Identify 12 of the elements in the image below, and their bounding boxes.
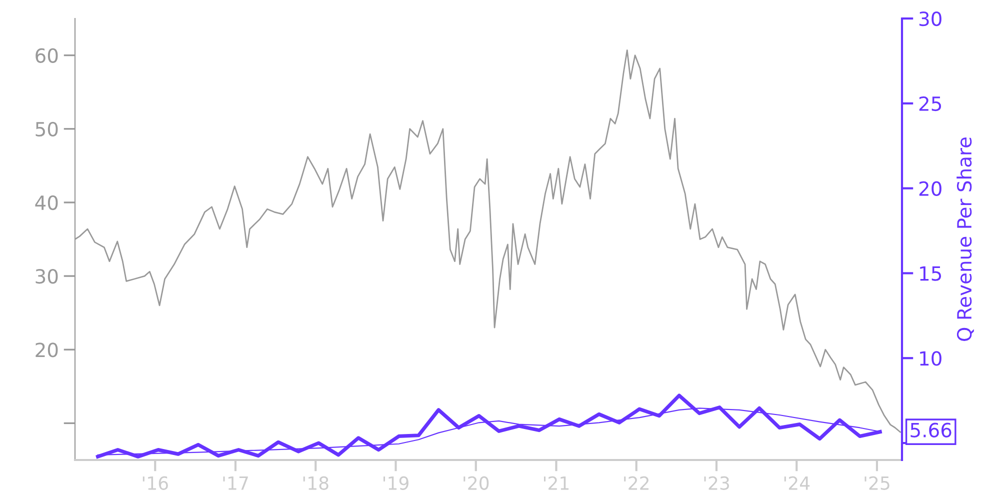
text: 5.66	[910, 422, 952, 438]
y2-axis-title: Q Revenue Per Share	[956, 137, 974, 341]
y-tick-label: 30	[36, 269, 58, 284]
y2-tick-label: 15	[920, 266, 942, 281]
y2-tick-label: 25	[919, 96, 942, 112]
y-tick-label: 40	[35, 195, 58, 210]
y-tick-label: 20	[36, 342, 58, 358]
y2-tick-label: 10	[920, 351, 942, 366]
y2-tick-label: 20	[919, 181, 942, 196]
y-tick-label: 50	[36, 122, 58, 137]
y-tick-label: 60	[36, 48, 58, 63]
y2-tick-label: 30	[919, 11, 942, 26]
